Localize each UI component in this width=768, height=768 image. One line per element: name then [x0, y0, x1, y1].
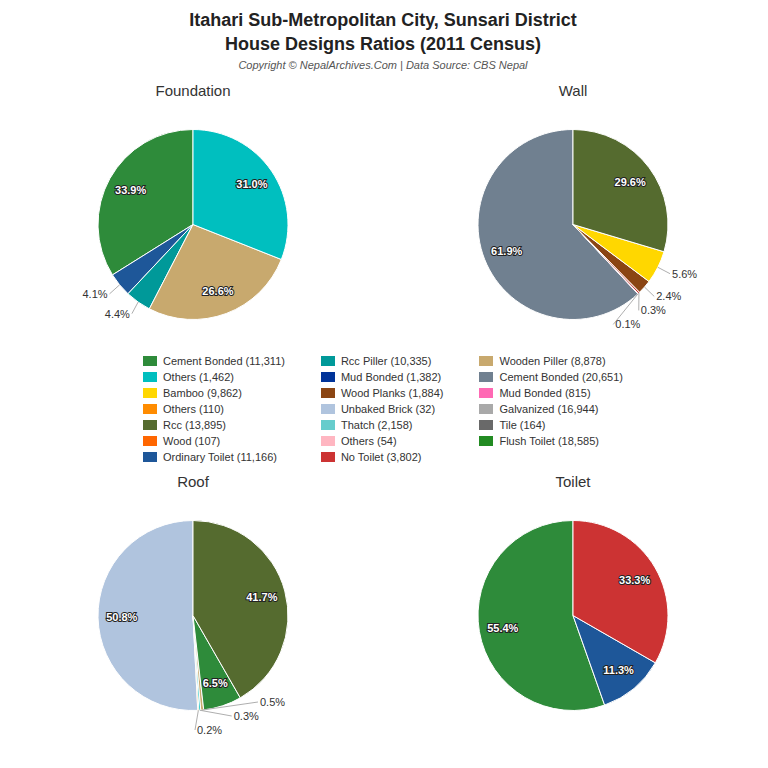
- svg-text:55.4%: 55.4%: [487, 622, 518, 634]
- html-text:Wood (107): Wood (107): [163, 435, 221, 447]
- html-text:No Toilet (3,802): No Toilet (3,802): [340, 451, 422, 463]
- svg-text:50.8%: 50.8%: [106, 611, 137, 623]
- html-text:Tile (164): Tile (164): [499, 419, 546, 431]
- html-text:Bamboo (9,862): Bamboo (9,862): [163, 387, 242, 399]
- html-text:Galvanized (16,944): Galvanized (16,944): [499, 403, 599, 415]
- html-text:Flush Toilet (18,585): Flush Toilet (18,585): [499, 435, 599, 447]
- html-text:Roof: Roof: [177, 473, 209, 490]
- html-text:Foundation: Foundation: [155, 82, 231, 99]
- svg-text:0.3%: 0.3%: [234, 710, 259, 722]
- svg-text:6.5%: 6.5%: [203, 677, 228, 689]
- html-text:Mud Bonded (1,382): Mud Bonded (1,382): [340, 371, 442, 383]
- html-text:Rcc Piller (10,335): Rcc Piller (10,335): [340, 355, 432, 367]
- svg-text:61.9%: 61.9%: [491, 245, 522, 257]
- svg-text:33.3%: 33.3%: [619, 574, 650, 586]
- html-text:Rcc (13,895): Rcc (13,895): [163, 419, 226, 431]
- svg-text:41.7%: 41.7%: [246, 591, 277, 603]
- svg-text:4.4%: 4.4%: [105, 308, 130, 320]
- html-text:Unbaked Brick (32): Unbaked Brick (32): [340, 403, 436, 415]
- svg-text:26.6%: 26.6%: [202, 285, 233, 297]
- html-text:Others (54): Others (54): [340, 435, 397, 447]
- html-text:Others (110): Others (110): [163, 403, 224, 415]
- html-text:Wall: Wall: [558, 82, 588, 99]
- svg-text:33.9%: 33.9%: [115, 184, 146, 196]
- html-text:Others (1,462): Others (1,462): [163, 371, 234, 383]
- svg-text:4.1%: 4.1%: [82, 288, 107, 300]
- svg-text:5.6%: 5.6%: [672, 268, 697, 280]
- html-text:Copyright © NepalArchives.Com: Copyright © NepalArchives.Com | Data Sou…: [238, 59, 528, 71]
- html-text:Wooden Piller (8,878): Wooden Piller (8,878): [499, 355, 606, 367]
- html-text:Ordinary Toilet (11,166): Ordinary Toilet (11,166): [163, 451, 277, 463]
- html-text:Mud Bonded (815): Mud Bonded (815): [499, 387, 591, 399]
- html-text:House Designs Ratios (2011 Cen: House Designs Ratios (2011 Census): [224, 34, 541, 54]
- svg-text:29.6%: 29.6%: [615, 176, 646, 188]
- html-text:Cement Bonded (11,311): Cement Bonded (11,311): [163, 355, 285, 367]
- svg-text:2.4%: 2.4%: [656, 290, 681, 302]
- html-text:Cement Bonded (20,651): Cement Bonded (20,651): [499, 371, 623, 383]
- html-text:Toilet: Toilet: [555, 473, 591, 490]
- html-text:Thatch (2,158): Thatch (2,158): [340, 419, 413, 431]
- svg-text:31.0%: 31.0%: [236, 178, 267, 190]
- svg-text:0.2%: 0.2%: [197, 724, 222, 736]
- svg-text:11.3%: 11.3%: [603, 664, 634, 676]
- svg-text:0.1%: 0.1%: [615, 318, 640, 330]
- svg-text:0.3%: 0.3%: [641, 304, 666, 316]
- svg-text:0.5%: 0.5%: [260, 696, 285, 708]
- html-text:Wood Planks (1,884): Wood Planks (1,884): [340, 387, 444, 399]
- html-text:Itahari Sub-Metropolitan City,: Itahari Sub-Metropolitan City, Sunsari D…: [189, 10, 577, 30]
